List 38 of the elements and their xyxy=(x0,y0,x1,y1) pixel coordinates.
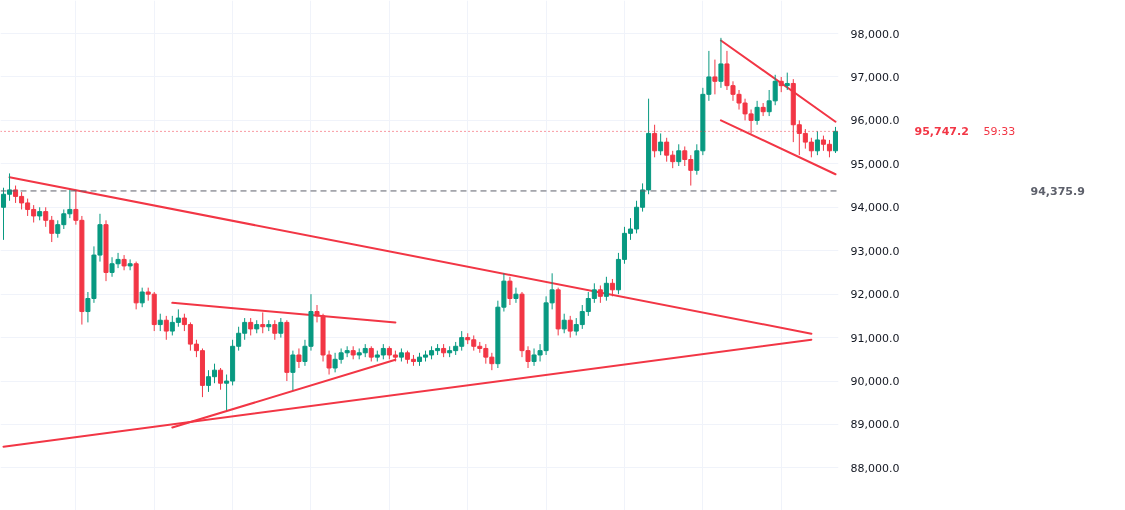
y-tick-label: 91,000.0 xyxy=(850,331,900,345)
y-tick-label: 95,000.0 xyxy=(850,157,900,171)
y-tick-label: 93,000.0 xyxy=(850,244,900,258)
y-tick-label: 98,000.0 xyxy=(850,27,900,41)
candlestick xyxy=(772,74,778,106)
candlestick xyxy=(561,313,567,334)
candlestick xyxy=(766,89,772,117)
candlestick xyxy=(658,132,664,156)
candlestick xyxy=(121,254,127,271)
candlestick xyxy=(163,315,169,341)
candlestick xyxy=(290,350,296,391)
candlestick xyxy=(296,347,302,369)
y-tick-label: 92,000.0 xyxy=(850,288,900,302)
candlestick xyxy=(278,317,284,339)
candlestick xyxy=(513,287,519,304)
candlestick xyxy=(760,102,766,117)
candlestick xyxy=(832,126,839,154)
text: 59:33 xyxy=(983,124,1016,138)
candlestick xyxy=(676,143,682,167)
candlestick xyxy=(507,276,513,306)
candlestick xyxy=(567,315,573,339)
y-tick-label: 94,000.0 xyxy=(850,201,900,215)
candlestick xyxy=(718,37,724,89)
candlestick xyxy=(603,276,609,302)
ref-line-label: 94,375.9 xyxy=(1030,184,1085,198)
candlestick xyxy=(272,319,278,341)
y-tick-label: 96,000.0 xyxy=(850,114,900,128)
candlestick xyxy=(814,130,820,156)
candlestick xyxy=(218,367,224,391)
ref-line-label: 95,747.2 xyxy=(914,125,969,139)
candlestick xyxy=(754,100,760,126)
y-tick-label: 90,000.0 xyxy=(850,375,900,389)
candlestick xyxy=(139,287,145,308)
y-tick-label: 97,000.0 xyxy=(850,70,900,84)
candlestick xyxy=(712,59,718,95)
y-tick-label: 89,000.0 xyxy=(850,418,900,432)
candlestick xyxy=(127,258,133,271)
y-tick-label: 88,000.0 xyxy=(850,461,900,475)
